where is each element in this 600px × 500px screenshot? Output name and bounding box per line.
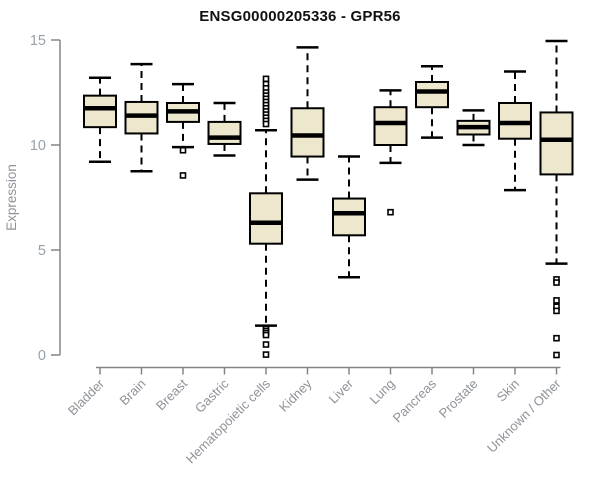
box-unknown-other xyxy=(539,39,574,359)
box-breast xyxy=(166,82,200,179)
outlier-point xyxy=(553,307,560,315)
y-tick-label: 15 xyxy=(30,33,46,49)
outlier-point xyxy=(553,279,560,286)
box-skin xyxy=(498,70,532,192)
x-tick-label: Breast xyxy=(153,376,190,413)
outlier-point xyxy=(553,334,560,342)
iqr-box xyxy=(373,106,408,146)
iqr-box xyxy=(415,81,449,109)
box-lung xyxy=(373,89,408,216)
outlier-point xyxy=(262,351,270,358)
x-tick-label: Gastric xyxy=(192,376,232,416)
outlier-point xyxy=(387,208,394,216)
box-hematopoietic-cells xyxy=(249,75,283,358)
y-tick-label: 5 xyxy=(38,243,46,259)
x-tick-label: Pancreas xyxy=(390,376,440,426)
x-tick-label: Lung xyxy=(367,376,398,407)
box-gastric xyxy=(207,101,242,157)
box-bladder xyxy=(83,76,117,164)
outlier-point xyxy=(553,351,560,359)
outlier-point xyxy=(262,341,270,348)
iqr-box xyxy=(83,94,117,129)
box-brain xyxy=(124,62,159,173)
box-prostate xyxy=(456,109,491,147)
box-pancreas xyxy=(415,65,449,139)
iqr-box xyxy=(207,120,242,145)
outlier-point xyxy=(262,75,270,83)
outlier-point xyxy=(262,120,270,128)
outlier-point xyxy=(262,331,270,339)
outlier-point xyxy=(179,172,187,179)
y-axis: 0 5 10 15 Expression xyxy=(4,33,61,364)
x-tick-label: Liver xyxy=(326,376,357,407)
x-tick-label: Unknown / Other xyxy=(484,376,564,456)
box-kidney xyxy=(290,46,325,181)
x-tick-label: Brain xyxy=(117,376,149,408)
outlier-point xyxy=(179,146,187,154)
iqr-box xyxy=(249,192,283,245)
iqr-box xyxy=(290,107,325,158)
chart-title: ENSG00000205336 - GPR56 xyxy=(199,8,401,25)
y-axis-title: Expression xyxy=(4,164,19,231)
y-tick-label: 10 xyxy=(30,138,46,154)
x-tick-label: Kidney xyxy=(276,376,315,415)
iqr-box xyxy=(539,111,574,176)
iqr-box xyxy=(332,197,366,237)
y-tick-label: 0 xyxy=(38,348,46,364)
box-liver xyxy=(332,155,366,279)
outlier-point xyxy=(553,297,560,304)
x-tick-label: Skin xyxy=(494,376,522,404)
x-tick-label: Bladder xyxy=(65,376,108,419)
x-tick-label: Prostate xyxy=(436,376,481,421)
